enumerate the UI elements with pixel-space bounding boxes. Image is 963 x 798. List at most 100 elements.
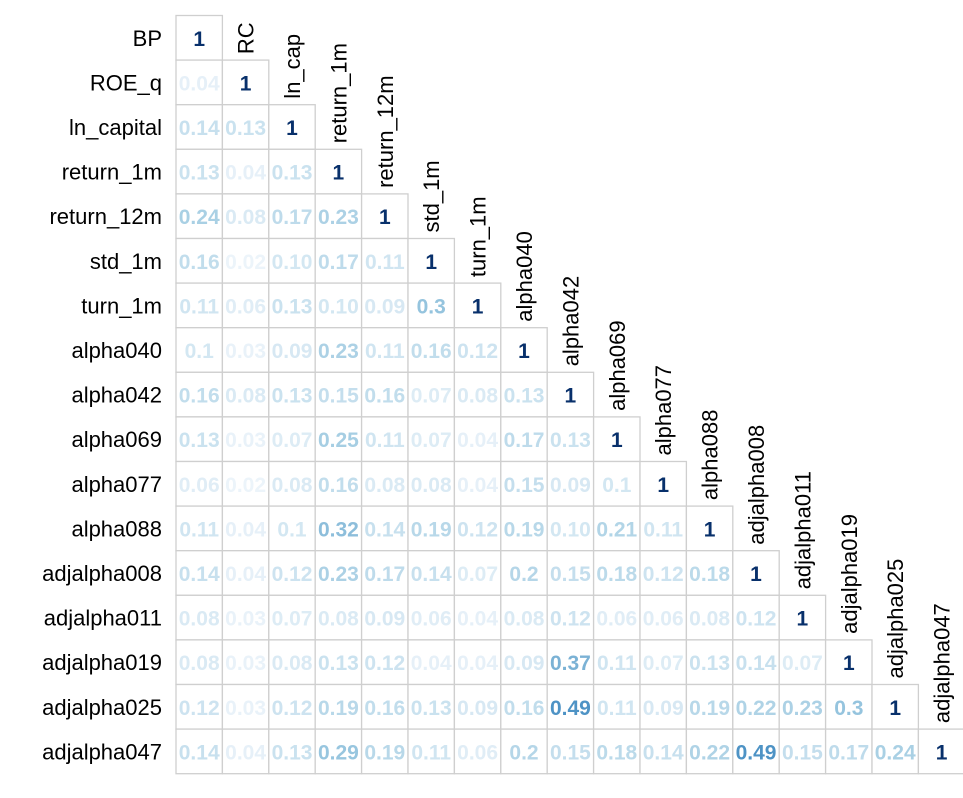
- cell-value-label: 0.19: [689, 697, 730, 720]
- column-labels: RC ln_cap return_1m return_12m std_1m turn_1m…: [234, 22, 955, 723]
- cell-value-label: 0.24: [179, 206, 220, 229]
- matrix-cell: [500, 639, 548, 686]
- matrix-cell: [360, 460, 409, 507]
- cell-value-label: 0.13: [272, 741, 313, 764]
- cell-value-label: 0.11: [597, 697, 637, 720]
- matrix-cell: [175, 237, 224, 284]
- cell-value-label: 0.14: [179, 741, 220, 764]
- cell-value-label: 1: [518, 340, 530, 363]
- matrix-cell: [546, 639, 595, 686]
- matrix-cell: [175, 594, 224, 641]
- matrix-cell: [314, 683, 363, 730]
- cell-value-label: 0.49: [736, 741, 777, 764]
- cell-value-label: 0.2: [509, 563, 538, 586]
- matrix-cell: [732, 728, 780, 775]
- cell-value-label: 0.11: [365, 251, 405, 274]
- matrix-cell: [592, 505, 641, 552]
- matrix-cell: [685, 728, 734, 775]
- cell-value-label: 0.17: [828, 741, 869, 764]
- cell-value-label: 0.06: [411, 608, 452, 631]
- cell-value-label: 0.03: [225, 608, 266, 631]
- matrix-cell: [221, 416, 270, 463]
- matrix-cell: [871, 683, 920, 730]
- cell-value-label: 1: [843, 652, 855, 675]
- cell-value-label: 0.09: [272, 340, 313, 363]
- cell-value-label: 0.14: [411, 563, 452, 586]
- cell-value-label: 0.14: [179, 117, 220, 140]
- column-label: alpha088: [698, 410, 723, 501]
- cell-value-label: 1: [472, 295, 484, 318]
- cell-value-label: 0.13: [272, 385, 313, 408]
- cell-value-label: 1: [704, 518, 716, 541]
- cell-value-label: 0.13: [225, 117, 266, 140]
- matrix-cell: [546, 460, 595, 507]
- matrix-cell: [175, 59, 224, 106]
- matrix-cell: [407, 505, 456, 552]
- column-label: turn_1m: [466, 196, 491, 277]
- row-label: adjalpha025: [42, 695, 162, 720]
- cell-value-label: 0.29: [318, 741, 359, 764]
- cell-value-label: 0.17: [272, 206, 313, 229]
- matrix-cell: [546, 505, 595, 552]
- matrix-cell: [360, 639, 409, 686]
- matrix-cell: [221, 683, 270, 730]
- cell-value-label: 0.08: [457, 385, 498, 408]
- cell-value-label: 0.07: [457, 563, 498, 586]
- cell-value-label: 0.04: [457, 474, 498, 497]
- cell-value-label: 0.11: [365, 429, 405, 452]
- matrix-cell: [360, 594, 409, 641]
- cell-value-label: 0.15: [504, 474, 545, 497]
- cell-value-label: 0.08: [364, 474, 405, 497]
- matrix-cell: [407, 416, 456, 463]
- matrix-cell: [732, 594, 780, 641]
- cell-value-label: 0.04: [225, 162, 266, 185]
- cell-value-label: 0.14: [364, 518, 405, 541]
- cell-value-label: 0.15: [318, 385, 359, 408]
- matrix-cell: [685, 550, 734, 596]
- cell-value-label: 0.13: [411, 697, 452, 720]
- matrix-cell: [500, 550, 548, 596]
- matrix-cell: [360, 193, 409, 240]
- matrix-cell: [314, 282, 363, 329]
- matrix-cell: [546, 594, 595, 641]
- cell-value-label: 0.1: [185, 340, 215, 363]
- column-label: std_1m: [419, 160, 444, 232]
- matrix-cell: [175, 639, 224, 686]
- row-label: ROE_q: [90, 70, 162, 95]
- cell-value-label: 0.02: [225, 251, 266, 274]
- cell-value-label: 0.10: [272, 251, 313, 274]
- column-label: alpha042: [558, 276, 583, 367]
- matrix-cell: [221, 148, 270, 195]
- matrix-cell: [175, 104, 224, 150]
- cell-value-label: 0.13: [504, 385, 545, 408]
- cell-value-label: 0.16: [411, 340, 452, 363]
- matrix-cell: [453, 416, 502, 463]
- cell-value-label: 0.15: [550, 563, 591, 586]
- cell-value-label: 0.08: [689, 608, 730, 631]
- matrix-cell: [453, 728, 502, 775]
- cell-value-label: 0.18: [689, 563, 730, 586]
- matrix-cell: [221, 460, 270, 507]
- cell-value-label: 0.23: [318, 206, 359, 229]
- cell-value-label: 0.08: [272, 652, 313, 675]
- cell-value-label: 0.11: [643, 518, 683, 541]
- column-label: return_1m: [326, 43, 351, 143]
- matrix-cell: [917, 728, 963, 775]
- cell-value-label: 0.3: [834, 697, 863, 720]
- cell-value-label: 0.19: [318, 697, 359, 720]
- cell-value-label: 0.08: [179, 608, 220, 631]
- cell-value-label: 0.03: [225, 697, 266, 720]
- cell-value-label: 0.15: [550, 741, 591, 764]
- cell-value-label: 0.09: [643, 697, 684, 720]
- cell-value-label: 0.37: [550, 652, 591, 675]
- cell-value-label: 0.16: [179, 385, 220, 408]
- matrix-cell: [778, 728, 827, 775]
- matrix-cell: [175, 728, 224, 775]
- row-label: adjalpha019: [42, 650, 162, 675]
- matrix-cell: [639, 683, 688, 730]
- matrix-cell: [221, 59, 270, 106]
- column-label: ln_cap: [280, 34, 305, 99]
- matrix-cell: [175, 148, 224, 195]
- cell-value-label: 1: [565, 385, 577, 408]
- cell-value-label: 0.16: [364, 697, 405, 720]
